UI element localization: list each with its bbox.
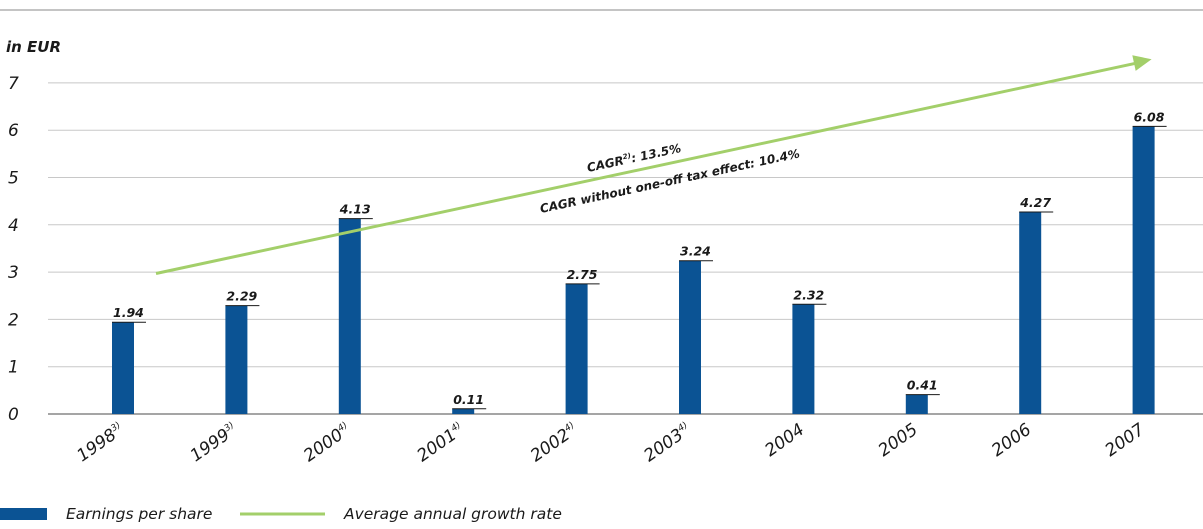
x-tick-label: 2005 [875, 420, 922, 461]
value-label: 0.41 [907, 378, 938, 393]
value-label: 6.08 [1134, 109, 1165, 124]
y-tick-label: 2 [8, 310, 19, 330]
bar [905, 394, 928, 414]
x-tick-label: 19993) [187, 420, 241, 467]
y-axis-tick-labels: 0 1 2 3 4 5 6 7 [8, 74, 19, 425]
value-label: 3.24 [680, 244, 711, 259]
bar [1132, 126, 1155, 414]
x-tick-label: 20034) [640, 420, 694, 467]
x-axis-tick-labels: 19983) 19993) 20004) 20014) 20024) 20034) 2004… [73, 420, 1148, 467]
x-tick-year: 2005 [875, 420, 922, 461]
bar [225, 305, 248, 414]
bar [338, 218, 361, 414]
trend-line-path [155, 60, 1140, 275]
y-tick-label: 7 [8, 74, 19, 94]
value-label: 2.32 [793, 287, 824, 302]
y-tick-label: 4 [8, 216, 19, 236]
cagr-annotation-text: CAGR [586, 153, 625, 175]
y-tick-label: 0 [8, 405, 19, 425]
legend-bar-label: Earnings per share [66, 505, 212, 523]
bar [679, 260, 701, 414]
x-tick-label: 20014) [414, 420, 468, 467]
legend-bar-swatch [0, 508, 47, 520]
y-tick-label: 5 [8, 169, 19, 189]
x-tick-year: 2006 [988, 420, 1035, 461]
value-labels: 1.94 2.29 4.13 0.11 2.75 3.24 2.32 0.41 4.27 6.08 [112, 109, 1167, 410]
x-tick-label: 20004) [300, 420, 354, 467]
y-tick-label: 6 [8, 121, 19, 141]
bars [112, 126, 1155, 414]
x-tick-label: 20024) [527, 420, 581, 467]
legend: Earnings per share Average annual growth… [0, 505, 562, 523]
bar [1019, 212, 1042, 414]
bar [452, 408, 475, 414]
value-label: 1.94 [113, 305, 144, 320]
y-tick-label: 1 [8, 358, 19, 378]
trend-line [155, 55, 1152, 275]
cagr-annotation-footnote: 2) [622, 152, 632, 162]
bar [565, 283, 588, 414]
value-label: 2.29 [226, 289, 257, 304]
value-label: 0.11 [453, 392, 484, 407]
value-label: 4.27 [1019, 195, 1051, 210]
cagr-annotations: CAGR2): 13.5%CAGR without one-off tax ef… [539, 141, 801, 216]
x-tick-label: 2007 [1102, 420, 1149, 461]
value-label: 4.13 [339, 202, 371, 217]
x-tick-label: 2006 [988, 420, 1035, 461]
x-tick-year: 2007 [1102, 420, 1149, 461]
bar [792, 304, 815, 414]
unit-label: in EUR [6, 38, 61, 56]
y-tick-label: 3 [8, 263, 19, 283]
x-tick-year: 2004 [761, 420, 808, 461]
x-tick-label: 19983) [73, 420, 127, 467]
value-label: 2.75 [567, 267, 598, 282]
legend-trend-label: Average annual growth rate [343, 505, 562, 523]
bar [112, 322, 134, 414]
x-tick-label: 2004 [761, 420, 808, 461]
trend-arrowhead [1132, 55, 1152, 71]
